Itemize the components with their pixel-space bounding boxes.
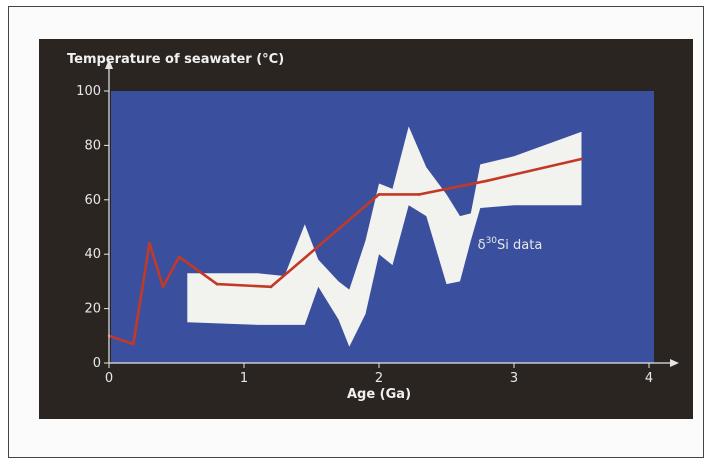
data-point xyxy=(485,179,489,183)
x-tick-label: 0 xyxy=(105,371,113,386)
data-point xyxy=(215,282,219,286)
data-point xyxy=(131,342,135,346)
data-point xyxy=(580,157,583,161)
data-point xyxy=(269,285,273,289)
x-tick-label: 2 xyxy=(375,371,383,386)
x-axis-title: Age (Ga) xyxy=(347,387,411,402)
y-tick-label: 40 xyxy=(84,247,101,262)
data-point xyxy=(148,241,151,245)
x-tick-label: 4 xyxy=(645,371,653,386)
y-axis-arrow-icon xyxy=(105,59,113,69)
series-label-si30: δ30Si data xyxy=(478,236,543,253)
data-point xyxy=(418,192,421,196)
data-point xyxy=(177,255,181,259)
y-tick-label: 20 xyxy=(84,302,101,317)
y-tick-label: 0 xyxy=(93,356,101,371)
data-point xyxy=(377,192,381,196)
x-axis-arrow-icon xyxy=(670,359,679,367)
y-axis-title: Temperature of seawater (°C) xyxy=(67,52,284,67)
y-tick-label: 100 xyxy=(76,84,101,99)
x-tick-label: 3 xyxy=(510,371,518,386)
data-point xyxy=(161,285,165,289)
y-tick-label: 80 xyxy=(84,138,101,153)
figure-frame: 0 1 2 3 4 0 20 40 60 80 100 δ30Si data Age (Ga) Temp… xyxy=(8,6,704,458)
y-tick-label: 60 xyxy=(84,193,101,208)
x-tick-label: 1 xyxy=(240,371,248,386)
line-series-layer xyxy=(107,157,583,346)
labels-layer: δ30Si data Age (Ga) Temperature of seawate… xyxy=(67,52,542,402)
